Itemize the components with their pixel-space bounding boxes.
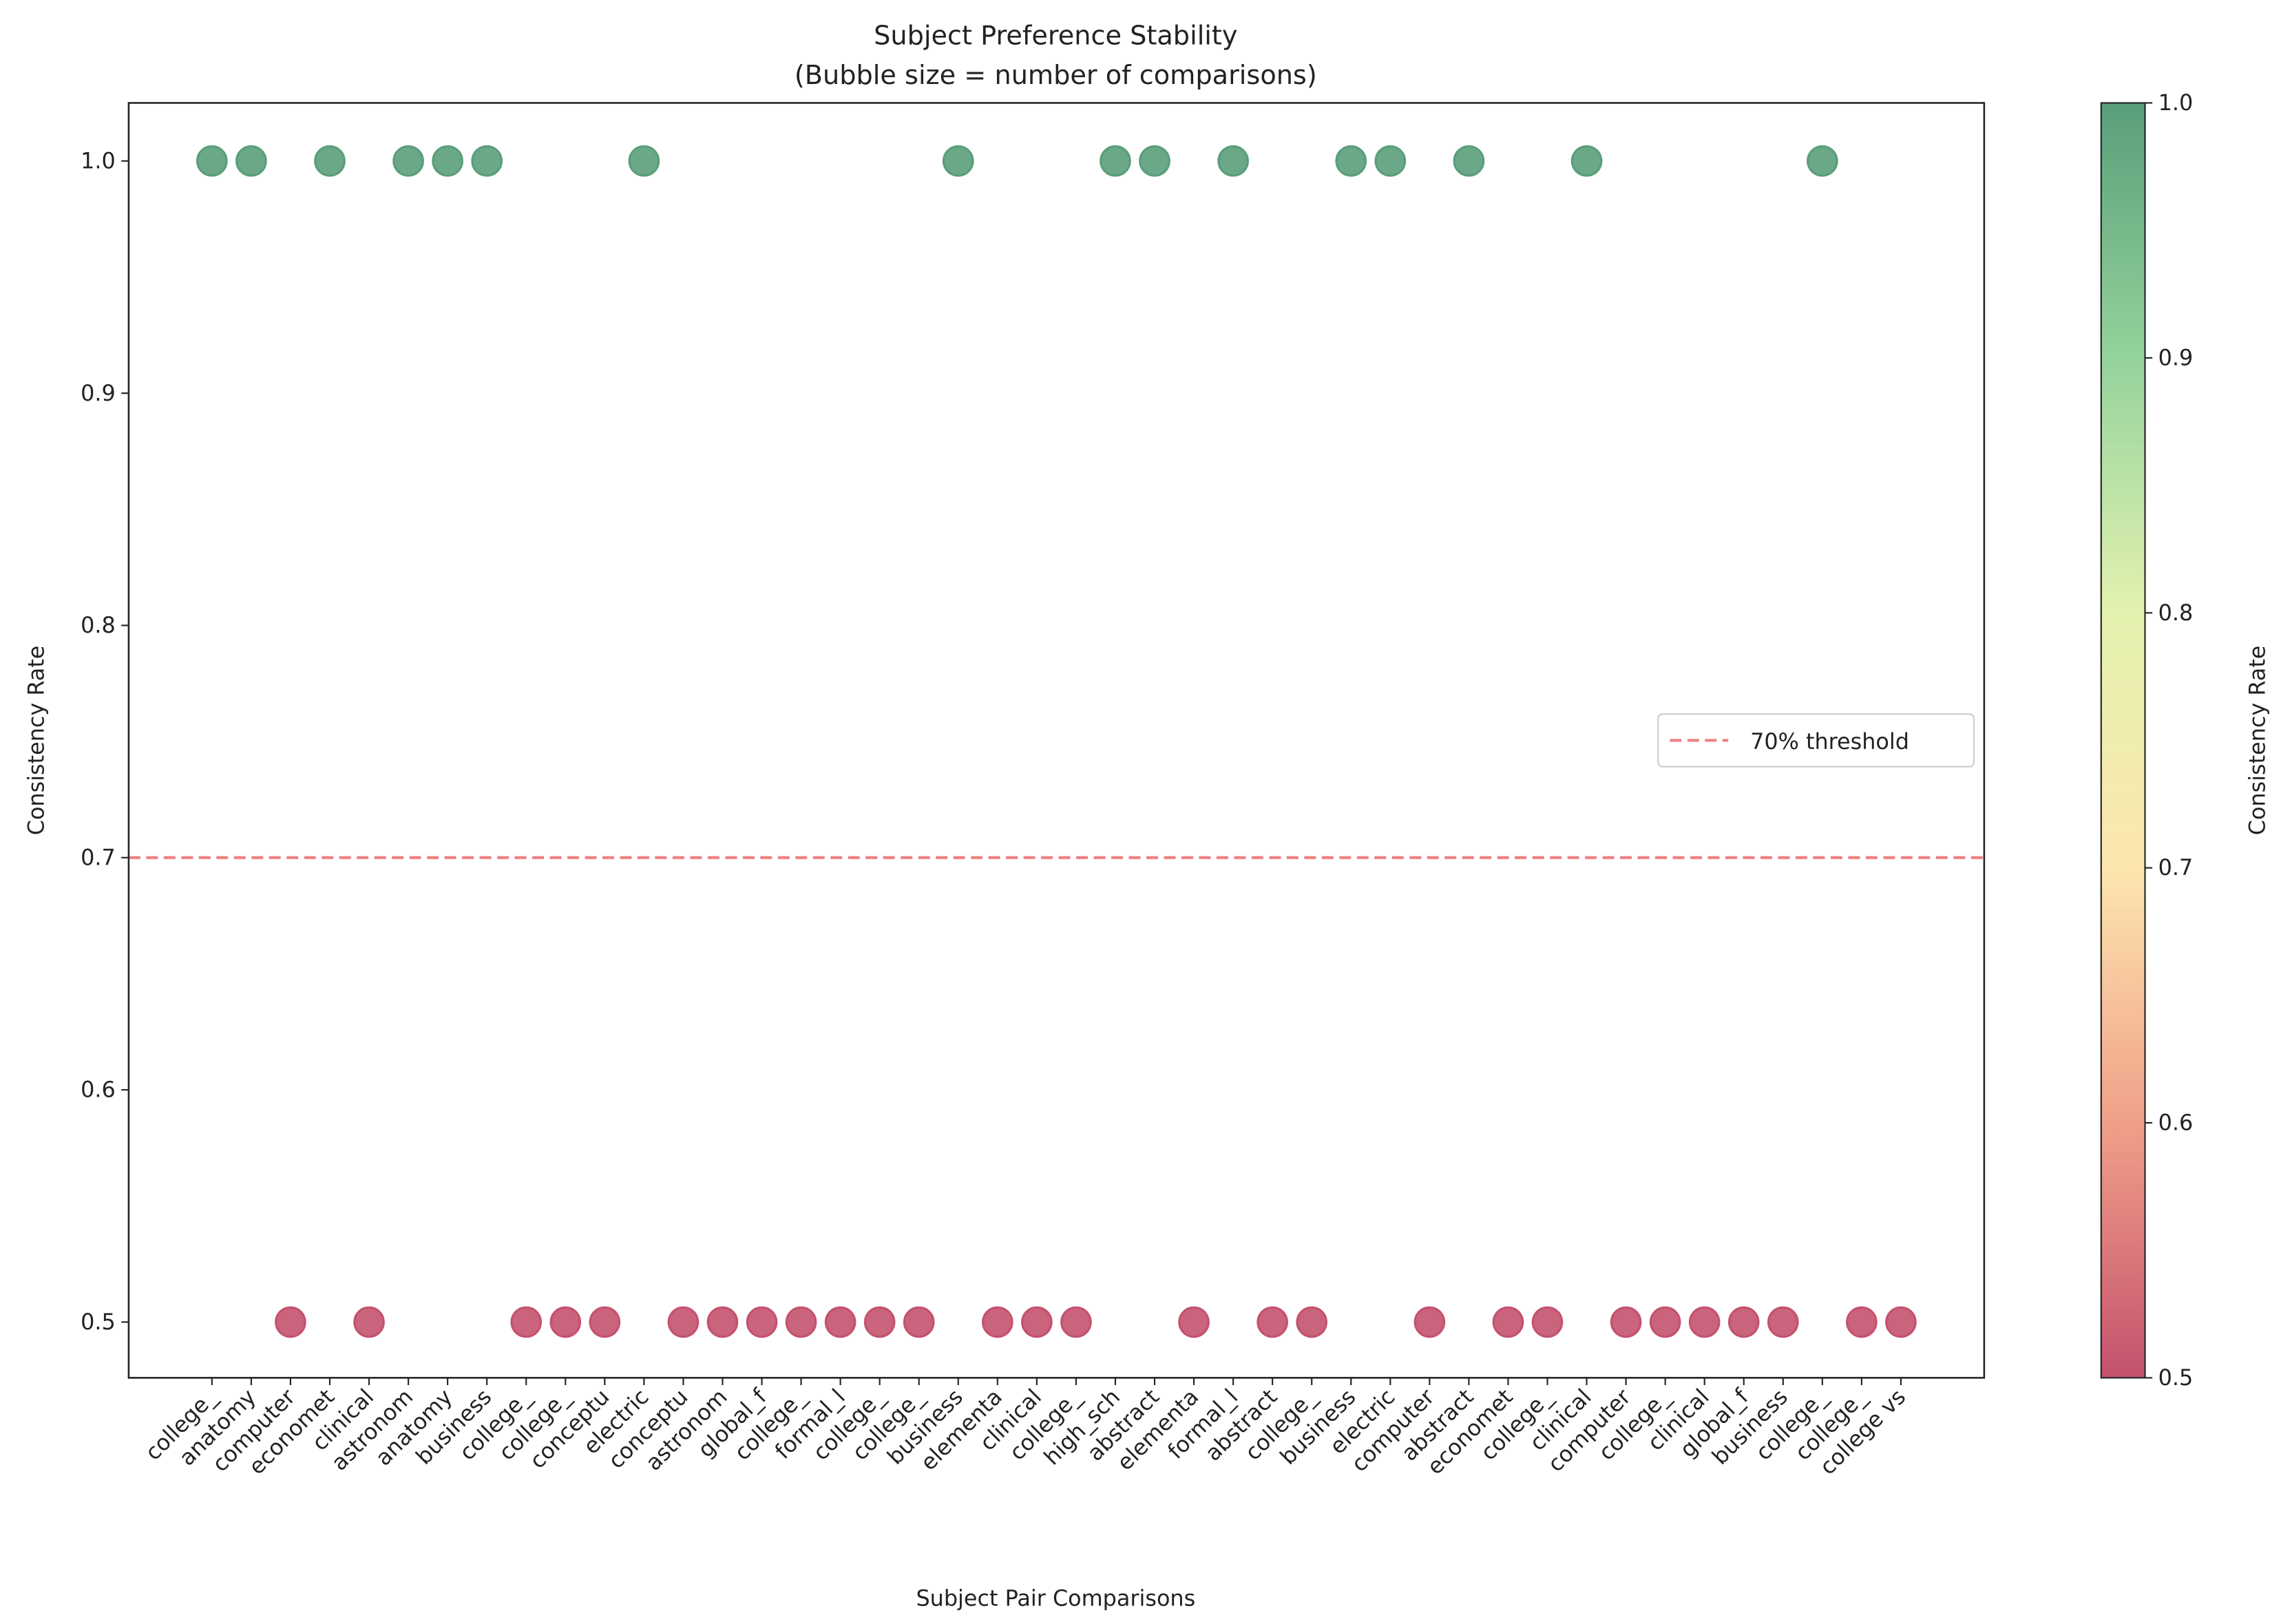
point [1531, 1306, 1564, 1338]
point [903, 1306, 935, 1338]
point [863, 1306, 896, 1338]
legend: 70% threshold [1657, 713, 1975, 768]
y-tick-label: 0.6 [81, 1077, 116, 1103]
y-tick-label: 1.0 [81, 147, 116, 173]
point [1178, 1306, 1210, 1338]
legend-label: 70% threshold [1750, 728, 1909, 755]
point [1100, 145, 1131, 177]
point [628, 145, 660, 177]
point [275, 1306, 306, 1338]
point [942, 145, 974, 177]
point [235, 145, 267, 177]
point [1217, 145, 1249, 177]
point [706, 1306, 739, 1338]
point [1885, 1306, 1917, 1338]
point [1807, 145, 1838, 177]
colorbar-label: Consistency Rate [2245, 646, 2271, 836]
colorbar-tick-label: 1.0 [2158, 89, 2194, 116]
point [314, 145, 346, 177]
point [785, 1306, 817, 1338]
colorbar-tick-label: 0.9 [2158, 344, 2194, 370]
point [1846, 1306, 1878, 1338]
point [1649, 1306, 1681, 1338]
point [1257, 1306, 1288, 1338]
colorbar-tick-label: 0.5 [2158, 1364, 2194, 1391]
y-tick-label: 0.8 [81, 612, 116, 638]
plot-frame [127, 102, 1986, 1379]
point [667, 1306, 700, 1338]
point [1570, 145, 1603, 177]
chart-subtitle: (Bubble size = number of comparisons) [795, 61, 1317, 91]
point [1610, 1306, 1642, 1338]
point [1688, 1306, 1721, 1338]
chart-title: Subject Preference Stability [874, 21, 1237, 52]
point [1374, 145, 1407, 177]
y-tick-label: 0.9 [81, 380, 116, 406]
y-tick-label: 0.7 [81, 844, 116, 870]
point [824, 1306, 856, 1338]
point [589, 1306, 621, 1338]
point [196, 145, 228, 177]
point [471, 145, 503, 177]
point [1139, 145, 1170, 177]
colorbar-tick-label: 0.7 [2158, 854, 2194, 880]
point [510, 1306, 543, 1338]
point [392, 145, 424, 177]
x-axis-label: Subject Pair Comparisons [916, 1585, 1195, 1612]
point [1767, 1306, 1799, 1338]
point [1727, 1306, 1760, 1338]
point [1453, 145, 1485, 177]
y-axis-label: Consistency Rate [23, 646, 50, 836]
y-tick-label: 0.5 [81, 1309, 116, 1335]
legend-box [1657, 713, 1975, 768]
point [353, 1306, 385, 1338]
point [1413, 1306, 1446, 1338]
point [746, 1306, 778, 1338]
point [981, 1306, 1013, 1338]
point [1335, 145, 1367, 177]
point [432, 145, 463, 177]
point [1492, 1306, 1524, 1338]
point [1060, 1306, 1092, 1338]
point [1021, 1306, 1053, 1338]
colorbar [2100, 102, 2146, 1379]
colorbar-tick-label: 0.8 [2158, 600, 2194, 626]
colorbar-tick-label: 0.6 [2158, 1110, 2194, 1136]
point [549, 1306, 582, 1338]
point [1296, 1306, 1328, 1338]
